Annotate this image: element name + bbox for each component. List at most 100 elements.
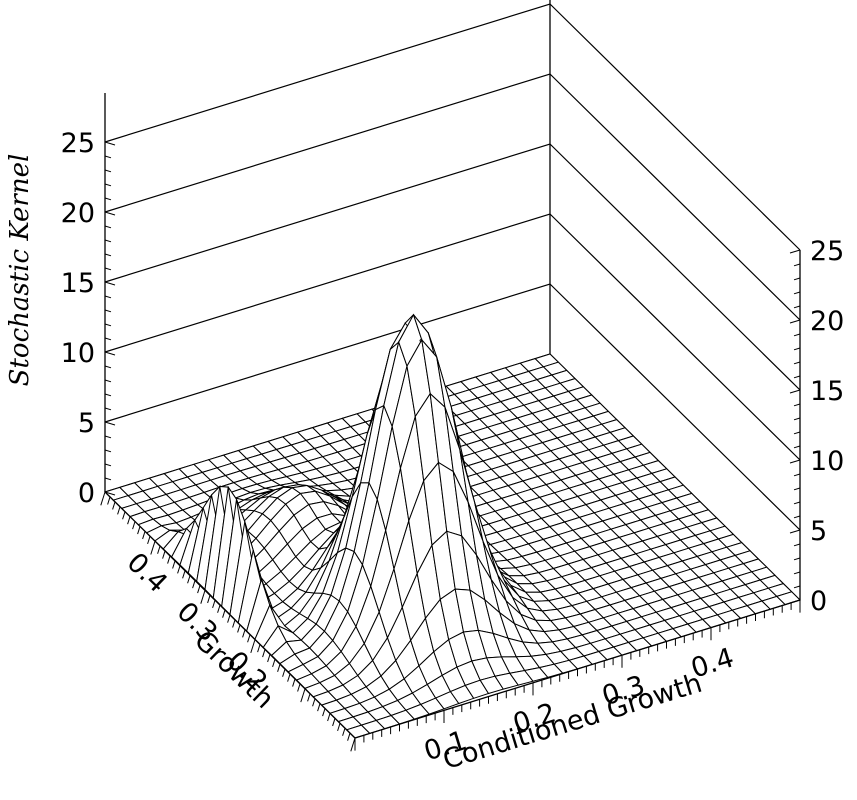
y-tick	[287, 673, 291, 682]
y-tick	[192, 580, 196, 589]
z-tick-right	[789, 389, 801, 394]
y-tick	[272, 659, 276, 668]
y-tick	[327, 713, 331, 722]
z-axis-title: Stochastic Kernel	[5, 154, 35, 387]
y-tick	[212, 600, 216, 608]
z-tick-left	[104, 169, 112, 173]
z-tick-left	[104, 337, 112, 341]
y-tick	[317, 703, 321, 712]
y-tick	[237, 624, 241, 633]
z-tick-right	[793, 375, 801, 379]
z-tick-left	[104, 141, 116, 146]
y-tick	[250, 639, 256, 654]
z-tick-label-left: 15	[61, 268, 95, 299]
z-tick-right	[793, 431, 801, 435]
y-tick	[187, 575, 191, 584]
z-tick-left	[104, 239, 112, 243]
y-tick	[197, 585, 201, 594]
z-tick-left	[104, 211, 116, 216]
z-tick-left	[104, 267, 112, 271]
y-tick	[297, 683, 301, 692]
z-tick-label-right: 25	[810, 236, 844, 267]
z-tick-label-left: 10	[61, 338, 95, 369]
z-tick-right	[793, 277, 801, 281]
wall-gridline	[104, 213, 801, 461]
z-tick-right	[793, 501, 801, 505]
z-tick-left	[104, 449, 112, 453]
z-tick-left	[104, 421, 116, 426]
z-tick-label-right: 20	[810, 306, 844, 337]
z-tick-left	[104, 407, 112, 411]
z-tick-right	[793, 557, 801, 561]
y-tick	[337, 723, 341, 731]
y-tick	[137, 526, 141, 535]
z-tick-left	[104, 295, 112, 299]
y-tick	[292, 678, 296, 687]
z-tick-left	[104, 393, 112, 397]
z-tick-left	[104, 225, 112, 229]
z-tick-right	[789, 319, 801, 324]
z-tick-left	[104, 323, 112, 327]
z-tick-right	[793, 417, 801, 421]
wall-gridline	[104, 3, 801, 251]
y-tick	[107, 496, 111, 505]
z-tick-left	[104, 477, 112, 481]
y-tick	[172, 560, 176, 569]
y-tick	[332, 718, 336, 727]
z-tick-left	[104, 379, 112, 383]
z-tick-right	[793, 361, 801, 365]
z-tick-label-left: 20	[61, 198, 95, 229]
y-tick	[117, 506, 121, 515]
z-tick-left	[104, 253, 112, 257]
y-tick	[312, 698, 316, 707]
y-tick	[207, 595, 211, 604]
z-tick-label-left: 25	[61, 128, 95, 159]
z-tick-label-right: 0	[810, 586, 827, 617]
z-tick-left	[104, 155, 112, 159]
y-tick	[227, 614, 231, 623]
z-tick-right	[793, 585, 801, 589]
z-tick-right	[793, 291, 801, 295]
z-tick-left	[104, 365, 112, 369]
y-tick	[112, 501, 116, 510]
z-tick-left	[104, 281, 116, 286]
z-tick-label-right: 15	[810, 376, 844, 407]
z-tick-left	[104, 351, 116, 356]
wall-gridline	[104, 283, 801, 531]
z-tick-label-left: 0	[78, 478, 95, 509]
y-tick	[217, 605, 221, 613]
z-tick-label-right: 10	[810, 446, 844, 477]
z-tick-label-left: 5	[78, 408, 95, 439]
y-tick	[257, 644, 261, 653]
y-tick	[150, 541, 156, 555]
y-tick	[300, 688, 306, 703]
y-tick	[132, 521, 136, 530]
z-tick-right	[793, 515, 801, 519]
surface-mesh	[104, 313, 801, 739]
z-tick-right	[793, 333, 801, 337]
z-tick-right	[793, 487, 801, 491]
wall-gridline	[104, 73, 801, 321]
y-tick	[142, 531, 146, 540]
z-tick-right	[789, 249, 801, 254]
z-tick-left	[104, 309, 112, 313]
y-tick	[157, 545, 161, 554]
z-tick-left	[104, 197, 112, 201]
y-tick	[267, 654, 271, 663]
z-tick-right	[789, 599, 801, 604]
y-tick	[127, 516, 131, 525]
y-tick	[200, 590, 206, 604]
y-tick	[100, 491, 106, 506]
y-tick	[282, 668, 286, 677]
z-tick-left	[104, 491, 116, 496]
z-tick-label-right: 5	[810, 516, 827, 547]
y-tick	[342, 728, 346, 736]
z-tick-right	[793, 571, 801, 575]
y-tick	[247, 634, 251, 643]
z-tick-left	[104, 183, 112, 187]
z-tick-right	[793, 473, 801, 477]
z-tick-left	[104, 463, 112, 467]
y-tick	[350, 737, 356, 752]
z-tick-right	[789, 529, 801, 534]
